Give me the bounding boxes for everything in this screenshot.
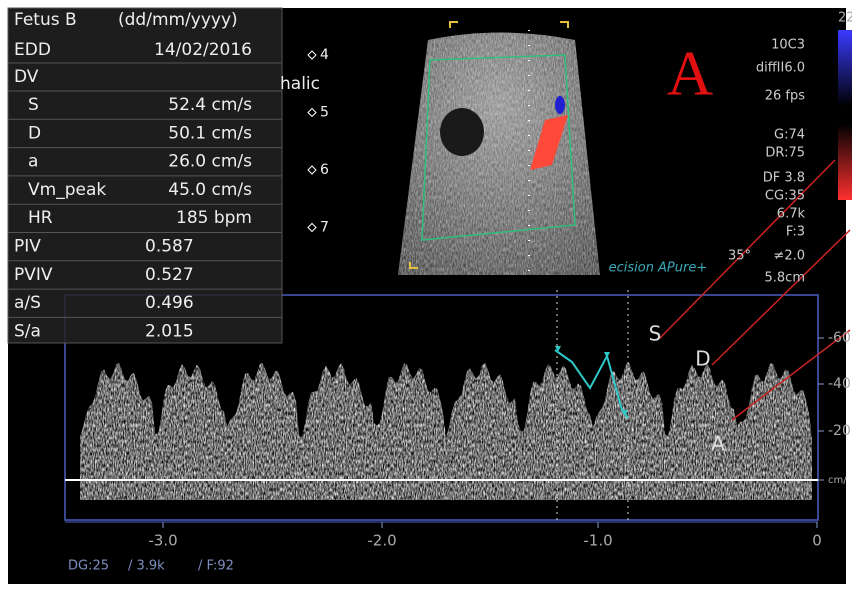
- setting: G:74: [774, 128, 805, 143]
- wave-label: A: [711, 432, 725, 456]
- setting: ≠2.0: [773, 249, 805, 264]
- label: a/S: [14, 293, 41, 313]
- label: 50.1 cm/s: [168, 123, 252, 143]
- label: S/a: [14, 321, 41, 341]
- setting: 6.7k: [777, 207, 806, 222]
- label: 2.015: [145, 321, 194, 341]
- setting: 10C3: [771, 38, 805, 53]
- velocity-tick-label: -20: [828, 423, 851, 439]
- setting: CG:35: [765, 189, 805, 204]
- label: 5: [320, 105, 329, 121]
- label: 52.4 cm/s: [168, 95, 252, 115]
- label: 4: [320, 47, 329, 63]
- label: a: [28, 152, 38, 172]
- wave-label: D: [695, 347, 710, 371]
- setting: DF 3.8: [763, 171, 805, 186]
- velocity-tick-label: -60: [828, 330, 851, 346]
- ultrasound-screen: Fetus B (dd/mm/yyyy) EDD 14/02/2016 DV S 52.4 …: [0, 0, 852, 591]
- label: S: [28, 95, 39, 115]
- label: 0.496: [145, 293, 194, 313]
- label: PIV: [14, 237, 41, 257]
- label: halic: [280, 74, 320, 94]
- setting: diffII6.0: [756, 61, 805, 76]
- setting: 5.8cm: [765, 271, 806, 286]
- label: 22: [838, 11, 852, 26]
- label: 185 bpm: [176, 208, 252, 228]
- label: PVIV: [14, 265, 53, 285]
- label: DV: [14, 67, 39, 87]
- label: D: [28, 123, 41, 143]
- time-tick-label: -1.0: [583, 532, 612, 550]
- setting: 35°: [728, 249, 751, 264]
- setting: F:3: [786, 225, 805, 240]
- label: APure+: [657, 261, 707, 276]
- dark-structure: [440, 108, 484, 156]
- label: 7: [320, 220, 329, 236]
- time-tick-label: -3.0: [148, 532, 177, 550]
- time-tick-label: 0: [812, 532, 822, 550]
- velocity-tick-label: cm/: [828, 475, 847, 486]
- label: ecision: [609, 261, 654, 276]
- label: HR: [28, 208, 53, 228]
- color-flow-blue: [555, 96, 565, 114]
- label: Fetus B: [14, 10, 77, 30]
- setting: 26 fps: [765, 89, 806, 104]
- wave-label: S: [649, 322, 662, 346]
- label: EDD: [14, 40, 51, 60]
- label: 14/02/2016: [154, 40, 252, 60]
- panel-label: A: [667, 38, 713, 109]
- velocity-tick-label: -40: [828, 376, 851, 392]
- color-bar: [838, 30, 852, 200]
- label: 26.0 cm/s: [168, 152, 252, 172]
- b-mode-texture: [398, 33, 600, 276]
- label: (dd/mm/yyyy): [118, 10, 238, 30]
- label: 0.587: [145, 237, 194, 257]
- label: 6: [320, 162, 329, 178]
- footer-text: / F:92: [198, 559, 234, 574]
- label: 0.527: [145, 265, 194, 285]
- time-tick-label: -2.0: [367, 532, 396, 550]
- label: Vm_peak: [28, 180, 106, 200]
- label: 45.0 cm/s: [168, 180, 252, 200]
- footer-text: / 3.9k: [128, 559, 165, 574]
- setting: DR:75: [765, 146, 805, 161]
- footer-text: DG:25: [68, 559, 109, 574]
